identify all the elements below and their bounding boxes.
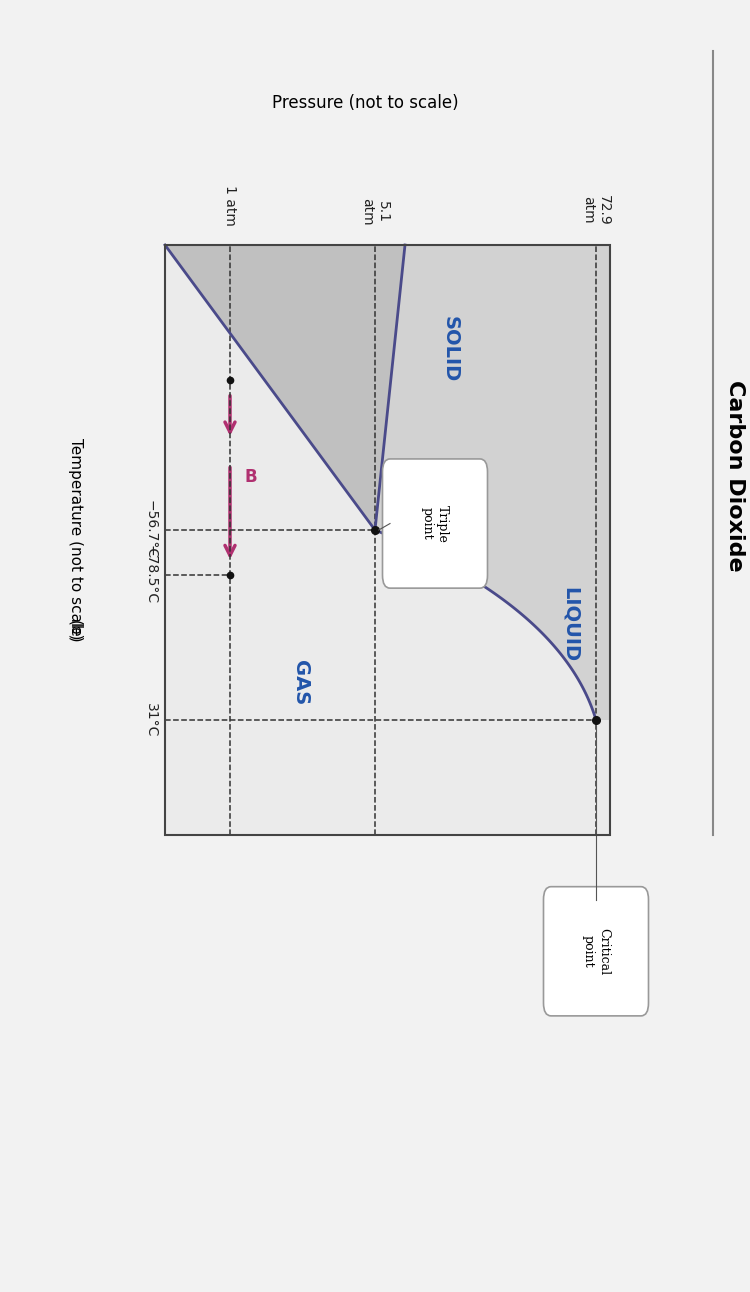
- Text: 72.9
atm: 72.9 atm: [581, 195, 611, 226]
- Polygon shape: [375, 245, 610, 720]
- Text: LIQUID: LIQUID: [560, 588, 580, 663]
- Text: Temperature (not to scale): Temperature (not to scale): [68, 438, 82, 642]
- Polygon shape: [165, 245, 610, 835]
- Bar: [165, 245, 610, 835]
- Text: SOLID: SOLID: [440, 315, 460, 382]
- Text: (b): (b): [68, 620, 82, 641]
- Text: Triple
point: Triple point: [421, 505, 449, 543]
- Text: 5.1
atm: 5.1 atm: [360, 198, 390, 226]
- FancyBboxPatch shape: [544, 886, 649, 1016]
- FancyBboxPatch shape: [382, 459, 488, 588]
- Polygon shape: [165, 245, 405, 530]
- Text: 1 atm: 1 atm: [223, 185, 237, 226]
- Text: −78.5°C: −78.5°C: [143, 545, 158, 605]
- Text: GAS: GAS: [290, 660, 310, 705]
- Text: Critical
point: Critical point: [582, 928, 610, 975]
- Text: B: B: [245, 469, 258, 487]
- Text: −56.7°C: −56.7°C: [143, 500, 158, 559]
- Text: 31°C: 31°C: [143, 703, 158, 738]
- Text: Pressure (not to scale): Pressure (not to scale): [272, 94, 458, 112]
- Text: Carbon Dioxide: Carbon Dioxide: [725, 380, 745, 571]
